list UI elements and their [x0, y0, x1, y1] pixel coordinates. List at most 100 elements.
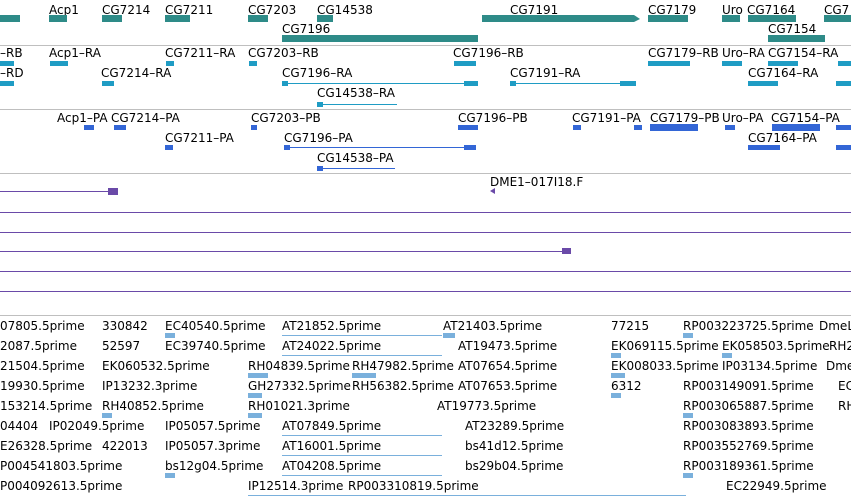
gene-glyph-cg14538[interactable] — [317, 15, 333, 22]
gene-glyph-cg7214[interactable] — [102, 15, 122, 22]
est-label[interactable]: IP12514.3prime — [248, 479, 344, 493]
est-label[interactable]: RP003552769.5prime — [683, 439, 814, 453]
est-label[interactable]: EC — [838, 379, 851, 393]
est-label[interactable]: 07805.5prime — [0, 319, 85, 333]
est-glyph[interactable] — [165, 473, 175, 478]
est-glyph[interactable] — [611, 393, 621, 398]
est-label[interactable]: AT16001.5prime — [282, 439, 382, 453]
est-label[interactable]: IP13232.3prime — [102, 379, 198, 393]
est-glyph[interactable] — [248, 373, 268, 378]
mrna-label-cg7191-ra[interactable]: CG7191–RA — [510, 66, 581, 80]
est-glyph[interactable] — [683, 473, 693, 478]
est-label[interactable]: EK060532.5prime — [102, 359, 210, 373]
est-glyph[interactable] — [248, 393, 262, 398]
protein-glyph-cg14538-pa[interactable] — [317, 166, 323, 171]
mrna-glyph-cg7203-rb[interactable] — [249, 61, 257, 66]
est-label[interactable]: EK069115.5prime — [611, 339, 719, 353]
est-label[interactable]: AT23289.5prime — [465, 419, 565, 433]
mrna-label-uro-ra[interactable]: Uro–RA — [722, 46, 765, 60]
protein-label-cg7191-pa[interactable]: CG7191–PA — [572, 111, 641, 125]
mrna-label-cg7196-ra[interactable]: CG7196–RA — [282, 66, 353, 80]
protein-label-cg7211-pa[interactable]: CG7211–PA — [165, 131, 234, 145]
gene-glyph-cg7203[interactable] — [248, 15, 268, 22]
protein-glyph-cg7179-pb[interactable] — [650, 124, 698, 131]
est-label[interactable]: RP003310819.5prime — [348, 479, 479, 493]
est-label[interactable]: RH — [838, 399, 851, 413]
gene-glyph-acp1[interactable] — [49, 15, 67, 22]
protein-glyph-cg7196-pa-end[interactable] — [464, 145, 476, 150]
gene-glyph-cg7-partial[interactable] — [824, 15, 851, 22]
est-label[interactable]: RH40852.5prime — [102, 399, 204, 413]
gene-label-cg7-partial[interactable]: CG7 — [824, 3, 850, 17]
protein-label-cg7154-pa[interactable]: CG7154–PA — [771, 111, 840, 125]
gene-label-cg7203[interactable]: CG7203 — [248, 3, 297, 17]
mrna-label-acp1-ra[interactable]: Acp1–RA — [49, 46, 101, 60]
gene-glyph-cg7191[interactable] — [482, 15, 634, 22]
est-glyph[interactable] — [611, 373, 625, 378]
est-label[interactable]: RH04839.5prime — [248, 359, 350, 373]
protein-label-cg7196-pa[interactable]: CG7196–PA — [284, 131, 353, 145]
gene-glyph-left[interactable] — [0, 15, 20, 22]
protein-label-cg7196-pb[interactable]: CG7196–PB — [458, 111, 528, 125]
mrna-glyph-cg7191-ra-end[interactable] — [620, 81, 636, 86]
est-label[interactable]: 2087.5prime — [0, 339, 77, 353]
gene-glyph-cg7179[interactable] — [648, 15, 688, 22]
mrna-label-rd-partial[interactable]: –RD — [0, 66, 24, 80]
est-label[interactable]: 330842 — [102, 319, 148, 333]
est-glyph[interactable] — [165, 333, 175, 338]
est-glyph[interactable] — [683, 413, 693, 418]
mrna-label-cg14538-ra[interactable]: CG14538–RA — [317, 86, 395, 100]
est-glyph[interactable] — [352, 373, 376, 378]
est-label[interactable]: RP003189361.5prime — [683, 459, 814, 473]
mrna-glyph-rb-partial[interactable] — [0, 61, 14, 66]
mrna-label-rb-partial[interactable]: –RB — [0, 46, 23, 60]
est-label[interactable]: AT07849.5prime — [282, 419, 382, 433]
protein-glyph-cg7164-pa[interactable] — [748, 145, 780, 150]
protein-label-cg7179-pb[interactable]: CG7179–PB — [650, 111, 720, 125]
clone-label-dme1-017i18f[interactable]: DME1–017I18.F — [490, 175, 584, 189]
est-label[interactable]: 19930.5prime — [0, 379, 85, 393]
est-label[interactable]: 04404 — [0, 419, 39, 433]
est-label[interactable]: EK008033.5prime — [611, 359, 719, 373]
gene-glyph-uro[interactable] — [722, 15, 740, 22]
est-label[interactable]: EK058503.5prime — [722, 339, 830, 353]
est-label[interactable]: IP03134.5prime — [722, 359, 818, 373]
est-label[interactable]: RH56382.5prime — [352, 379, 454, 393]
est-label[interactable]: AT04208.5prime — [282, 459, 382, 473]
est-label[interactable]: RP003065887.5prime — [683, 399, 814, 413]
gene-label-cg7164[interactable]: CG7164 — [747, 3, 796, 17]
est-label[interactable]: bs12g04.5prime — [165, 459, 264, 473]
clone-line-4[interactable] — [0, 251, 566, 252]
est-label[interactable]: RH01021.3prime — [248, 399, 350, 413]
mrna-label-cg7154-ra[interactable]: CG7154–RA — [768, 46, 839, 60]
est-label[interactable]: IP05057.3prime — [165, 439, 261, 453]
mrna-label-cg7179-rb[interactable]: CG7179–RB — [648, 46, 719, 60]
protein-glyph-cg7191-pa-end[interactable] — [634, 125, 642, 130]
est-label[interactable]: 21504.5prime — [0, 359, 85, 373]
est-label[interactable]: RP003223725.5prime — [683, 319, 814, 333]
est-label[interactable]: 153214.5prime — [0, 399, 93, 413]
protein-label-acp1-pa[interactable]: Acp1–PA — [57, 111, 108, 125]
est-label[interactable]: 52597 — [102, 339, 141, 353]
protein-glyph-acp1-pa[interactable] — [84, 125, 94, 130]
est-glyph[interactable] — [282, 435, 442, 436]
est-label[interactable]: EC39740.5prime — [165, 339, 266, 353]
est-label[interactable]: IP02049.5prime — [49, 419, 145, 433]
protein-glyph-cg7203-pb[interactable] — [251, 125, 257, 130]
est-glyph[interactable] — [683, 333, 693, 338]
est-glyph[interactable] — [248, 495, 686, 496]
gene-label-cg7196[interactable]: CG7196 — [282, 22, 331, 36]
est-glyph[interactable] — [443, 333, 455, 338]
clone-line-5[interactable] — [0, 271, 851, 272]
mrna-glyph-cg7154-ra[interactable] — [768, 61, 798, 66]
gene-label-cg7211[interactable]: CG7211 — [165, 3, 214, 17]
est-label[interactable]: EC40540.5prime — [165, 319, 266, 333]
mrna-glyph-cg7191-ra[interactable] — [510, 81, 516, 86]
mrna-label-cg7214-ra[interactable]: CG7214–RA — [101, 66, 172, 80]
protein-glyph-right-partial-2[interactable] — [836, 145, 851, 150]
est-label[interactable]: DmeL — [819, 319, 851, 333]
mrna-glyph-cg14538-ra[interactable] — [317, 102, 323, 107]
est-glyph[interactable] — [248, 413, 262, 418]
est-glyph[interactable] — [282, 475, 442, 476]
mrna-glyph-rd-partial[interactable] — [0, 81, 14, 86]
